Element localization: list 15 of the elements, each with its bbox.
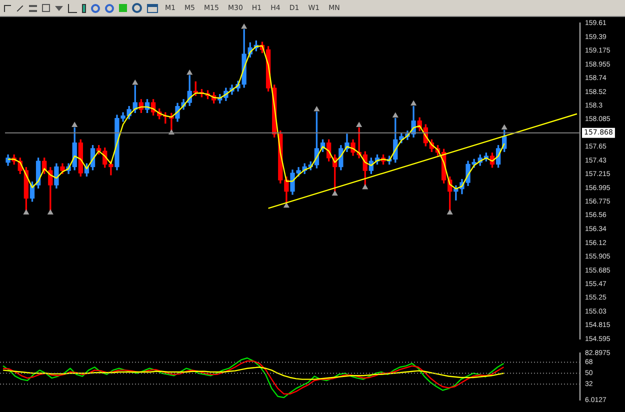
point [24, 210, 29, 214]
point [241, 24, 247, 29]
point [447, 210, 453, 214]
point [186, 70, 192, 75]
point [314, 106, 320, 112]
point [410, 100, 416, 106]
point [356, 122, 362, 127]
point [284, 202, 290, 208]
point [132, 80, 138, 85]
point [48, 210, 54, 214]
point [502, 124, 508, 130]
point [72, 122, 78, 127]
point [362, 184, 368, 190]
point [392, 112, 398, 118]
point [332, 190, 338, 196]
